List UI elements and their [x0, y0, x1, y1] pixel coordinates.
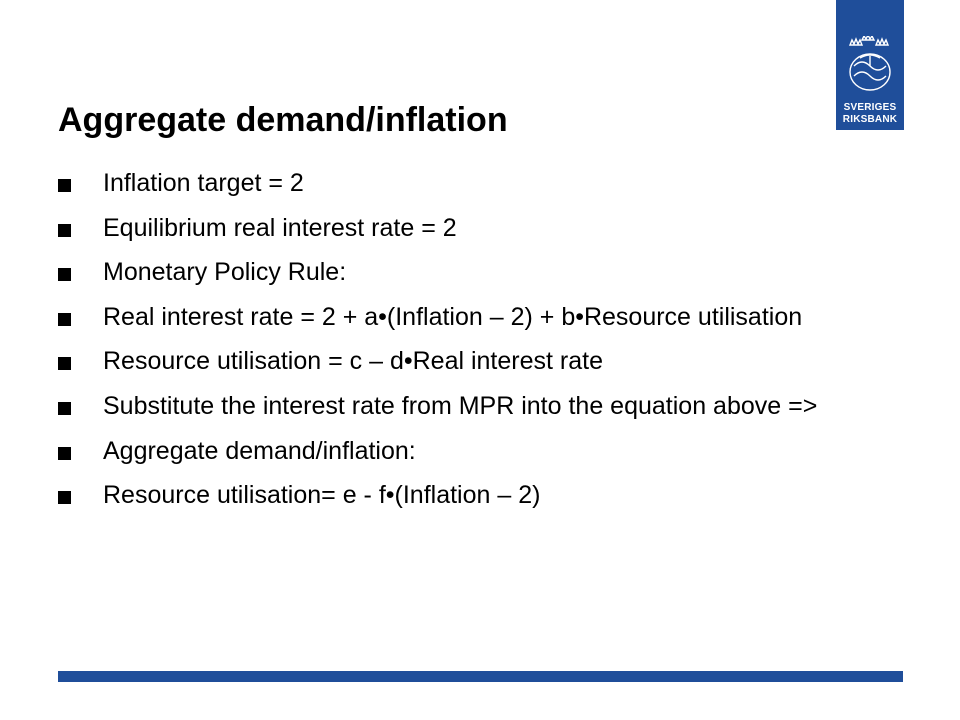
bullet-text: Inflation target = 2 — [103, 169, 304, 197]
bullet-text: Resource utilisation = c – d•Real intere… — [103, 347, 603, 376]
bullet-square-icon — [58, 223, 71, 237]
slide-title: Aggregate demand/inflation — [58, 101, 508, 139]
bullet-text: Resource utilisation= e - f•(Inflation –… — [103, 481, 541, 510]
bullet-square-icon — [58, 401, 71, 415]
bullet-square-icon — [58, 357, 71, 371]
bullet-square-icon — [58, 491, 71, 505]
bullet-square-icon — [58, 312, 71, 326]
riksbank-crest-icon — [848, 36, 891, 91]
bullet-text: Equilibrium real interest rate = 2 — [103, 213, 457, 242]
bullet-item: Resource utilisation = c – d•Real intere… — [58, 348, 868, 375]
bullet-item: Real interest rate = 2 + a•(Inflation – … — [58, 302, 868, 331]
bullet-square-icon — [58, 268, 71, 282]
bullet-item: Resource utilisation= e - f•(Inflation –… — [58, 482, 868, 509]
bullet-square-icon — [58, 179, 71, 192]
riksbank-logo: SVERIGES RIKSBANK — [836, 0, 904, 130]
bullet-item: Aggregate demand/inflation: — [58, 436, 868, 465]
bullet-square-icon — [58, 446, 71, 460]
bullet-text: Substitute the interest rate from MPR in… — [103, 391, 818, 420]
bullet-item: Inflation target = 2 — [58, 170, 868, 197]
logo-text-line2: RIKSBANK — [842, 114, 898, 125]
logo-text-line1: SVERIGES — [843, 102, 897, 113]
footer-bar — [58, 671, 903, 682]
bullet-item: Monetary Policy Rule: — [58, 259, 868, 286]
bullet-text: Aggregate demand/inflation: — [103, 436, 416, 465]
bullet-list: Inflation target = 2 Equilibrium real in… — [58, 170, 868, 527]
bullet-text: Real interest rate = 2 + a•(Inflation – … — [103, 302, 803, 331]
bullet-item: Substitute the interest rate from MPR in… — [58, 391, 868, 420]
bullet-text: Monetary Policy Rule: — [103, 258, 347, 287]
bullet-item: Equilibrium real interest rate = 2 — [58, 213, 868, 242]
